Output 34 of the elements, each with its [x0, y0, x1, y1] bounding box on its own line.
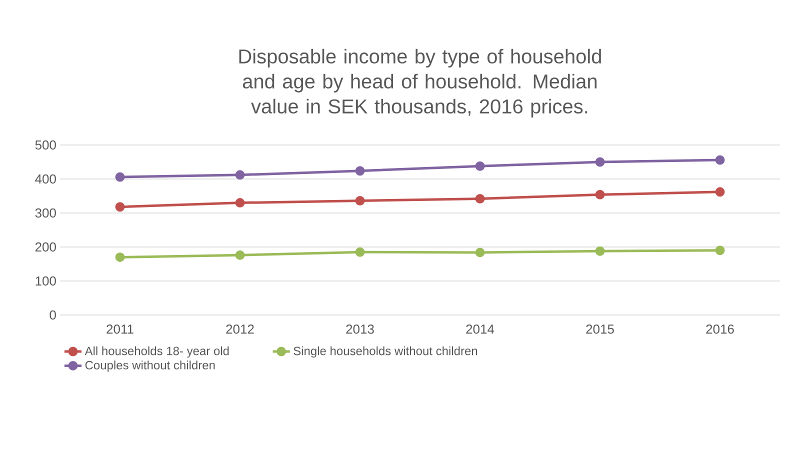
- x-tick-label: 2012: [226, 324, 254, 334]
- y-tick-label: 100: [36, 276, 56, 286]
- point: [115, 172, 125, 182]
- x-tick-label: 2013: [346, 324, 374, 334]
- point: [235, 170, 245, 180]
- point: [595, 246, 605, 256]
- point: [475, 248, 485, 258]
- point: [475, 194, 485, 204]
- point: [715, 187, 725, 197]
- point: [715, 155, 725, 165]
- point: [235, 250, 245, 260]
- y-tick-label: 400: [35, 174, 56, 184]
- legend-label: All households 18- year old: [84, 346, 229, 358]
- y-tick-label: 300: [35, 208, 56, 218]
- point: [595, 190, 605, 200]
- legend-label: Single households without children: [294, 346, 478, 358]
- point: [715, 246, 725, 256]
- x-tick-label: 2014: [466, 324, 494, 334]
- point: [355, 166, 365, 176]
- x-tick-label: 2016: [706, 324, 734, 334]
- point: [475, 161, 485, 171]
- point: [595, 157, 605, 167]
- point: [115, 252, 125, 262]
- point: [235, 198, 245, 208]
- legend-label: Couples without children: [85, 360, 215, 372]
- point: [355, 247, 365, 257]
- point: [115, 202, 125, 212]
- y-tick-label: 200: [35, 242, 56, 252]
- x-tick-label: 2015: [586, 324, 614, 334]
- x-tick-label: 2011: [106, 324, 134, 334]
- y-tick-label: 500: [35, 140, 56, 150]
- point: [355, 196, 365, 206]
- y-tick-label: 0: [50, 310, 56, 320]
- chart-title: Disposable income by type of household and age by head of household. Median value in SEK thousands, 2016 prices.: [239, 48, 601, 118]
